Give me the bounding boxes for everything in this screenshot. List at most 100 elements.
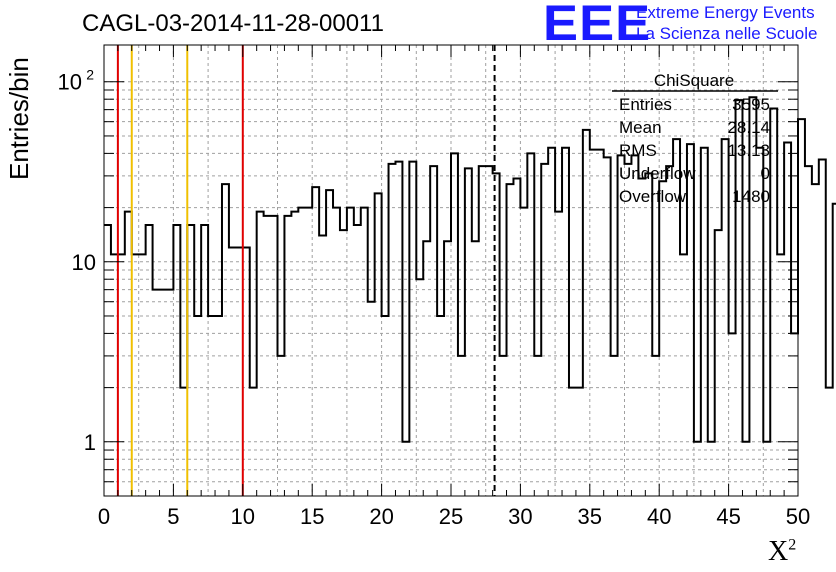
grid-lines	[104, 45, 798, 496]
stats-box: ChiSquare Entries 3595 Mean 28.14 RMS 13…	[612, 71, 778, 206]
histogram-bin	[173, 225, 180, 496]
eee-logo: EEE	[543, 0, 652, 51]
histogram-bin	[437, 316, 444, 496]
histogram-bin	[298, 208, 305, 496]
histogram-bin	[389, 164, 396, 496]
histogram-bin	[500, 356, 507, 496]
y-tick-label: 10	[72, 250, 96, 275]
histogram-bin	[548, 148, 555, 496]
histogram-bin	[208, 316, 215, 496]
x-axis-label-exponent: 2	[788, 536, 797, 554]
histogram-bin	[819, 159, 826, 496]
x-tick-label: 30	[508, 504, 532, 529]
histogram-bin	[659, 181, 666, 496]
histogram-bin	[166, 290, 173, 496]
stats-row-value: 3595	[732, 95, 770, 114]
histogram-bin	[687, 144, 694, 496]
x-tick-label: 15	[300, 504, 324, 529]
stats-row-label: Underflow	[619, 164, 696, 183]
histogram-bin	[590, 150, 597, 496]
histogram-bin	[187, 225, 194, 496]
chart-title: CAGL-03-2014-11-28-00011	[82, 10, 384, 37]
histogram-bin	[194, 316, 201, 496]
logo-text-line2: La Scienza nelle Scuole	[636, 24, 818, 43]
histogram-bin	[347, 208, 354, 496]
y-tick-label: 10	[58, 70, 82, 95]
histogram-bin	[701, 148, 708, 496]
stats-row-label: Mean	[619, 118, 662, 137]
histogram-bin	[791, 333, 798, 496]
x-tick-label: 45	[716, 504, 740, 529]
histogram-bin	[451, 153, 458, 496]
histogram-bin	[513, 179, 520, 496]
histogram-bin	[541, 164, 548, 496]
histogram-bin	[507, 184, 514, 496]
histogram-bin	[361, 208, 368, 496]
histogram-bin	[583, 130, 590, 496]
histogram-bin	[291, 212, 298, 496]
histogram-bin	[520, 208, 527, 496]
histogram-bin	[770, 109, 777, 496]
y-tick-label: 1	[84, 430, 96, 455]
histogram-bin	[319, 235, 326, 496]
stats-header: ChiSquare	[654, 71, 734, 90]
histogram-bin	[104, 225, 111, 496]
histogram-bin	[527, 153, 534, 496]
histogram-bin	[222, 184, 229, 496]
histogram-bin	[125, 212, 132, 496]
stats-row-label: Entries	[619, 95, 672, 114]
histogram-bin	[604, 157, 611, 496]
x-axis-label-base: X	[768, 536, 789, 567]
stats-row-value: 13.13	[727, 141, 770, 160]
x-tick-label: 40	[647, 504, 671, 529]
stats-row-label: RMS	[619, 141, 657, 160]
histogram-bin	[805, 166, 812, 496]
histogram-bins	[104, 94, 836, 496]
histogram-bin	[458, 356, 465, 496]
histogram-bin	[215, 316, 222, 496]
x-tick-label: 35	[578, 504, 602, 529]
x-tick-label: 5	[167, 504, 179, 529]
histogram-bin	[812, 184, 819, 496]
histogram-bin	[354, 225, 361, 496]
histogram-bin	[333, 208, 340, 496]
histogram-bin	[562, 148, 569, 496]
marker-lines	[116, 45, 496, 496]
histogram-bin	[395, 162, 402, 496]
histogram-bin	[479, 166, 486, 496]
stats-row-label: Overflow	[619, 187, 687, 206]
histogram-bin	[243, 248, 250, 496]
stats-row-value: 0	[761, 164, 770, 183]
stats-row-value: 28.14	[727, 118, 770, 137]
histogram-bin	[201, 225, 208, 496]
histogram-bin	[798, 119, 805, 496]
x-axis-label: X2	[768, 536, 796, 568]
histogram-bin	[534, 356, 541, 496]
x-tick-label: 0	[98, 504, 110, 529]
histogram-bin	[625, 164, 632, 496]
histogram-bin	[465, 168, 472, 496]
histogram-bin	[305, 208, 312, 496]
histogram-bin	[430, 166, 437, 496]
histogram-bin	[146, 225, 153, 496]
histogram-bin	[597, 150, 604, 496]
x-tick-label: 25	[439, 504, 463, 529]
histogram-bin	[826, 388, 833, 496]
histogram-bin	[729, 333, 736, 496]
logo-text-line1: Extreme Energy Events	[636, 3, 815, 22]
histogram-bin	[368, 302, 375, 496]
histogram-bin	[722, 139, 729, 496]
x-tick-label: 10	[231, 504, 255, 529]
histogram-outline	[104, 96, 836, 443]
histogram-bin	[555, 212, 562, 496]
histogram-bin	[652, 356, 659, 496]
y-tick-label-exponent: 2	[86, 67, 94, 83]
histogram-bin	[257, 212, 264, 496]
x-tick-label: 50	[786, 504, 810, 529]
histogram-bin	[375, 193, 382, 496]
histogram-bin	[382, 316, 389, 496]
histogram-bin	[618, 155, 625, 496]
histogram-bin	[160, 290, 167, 496]
